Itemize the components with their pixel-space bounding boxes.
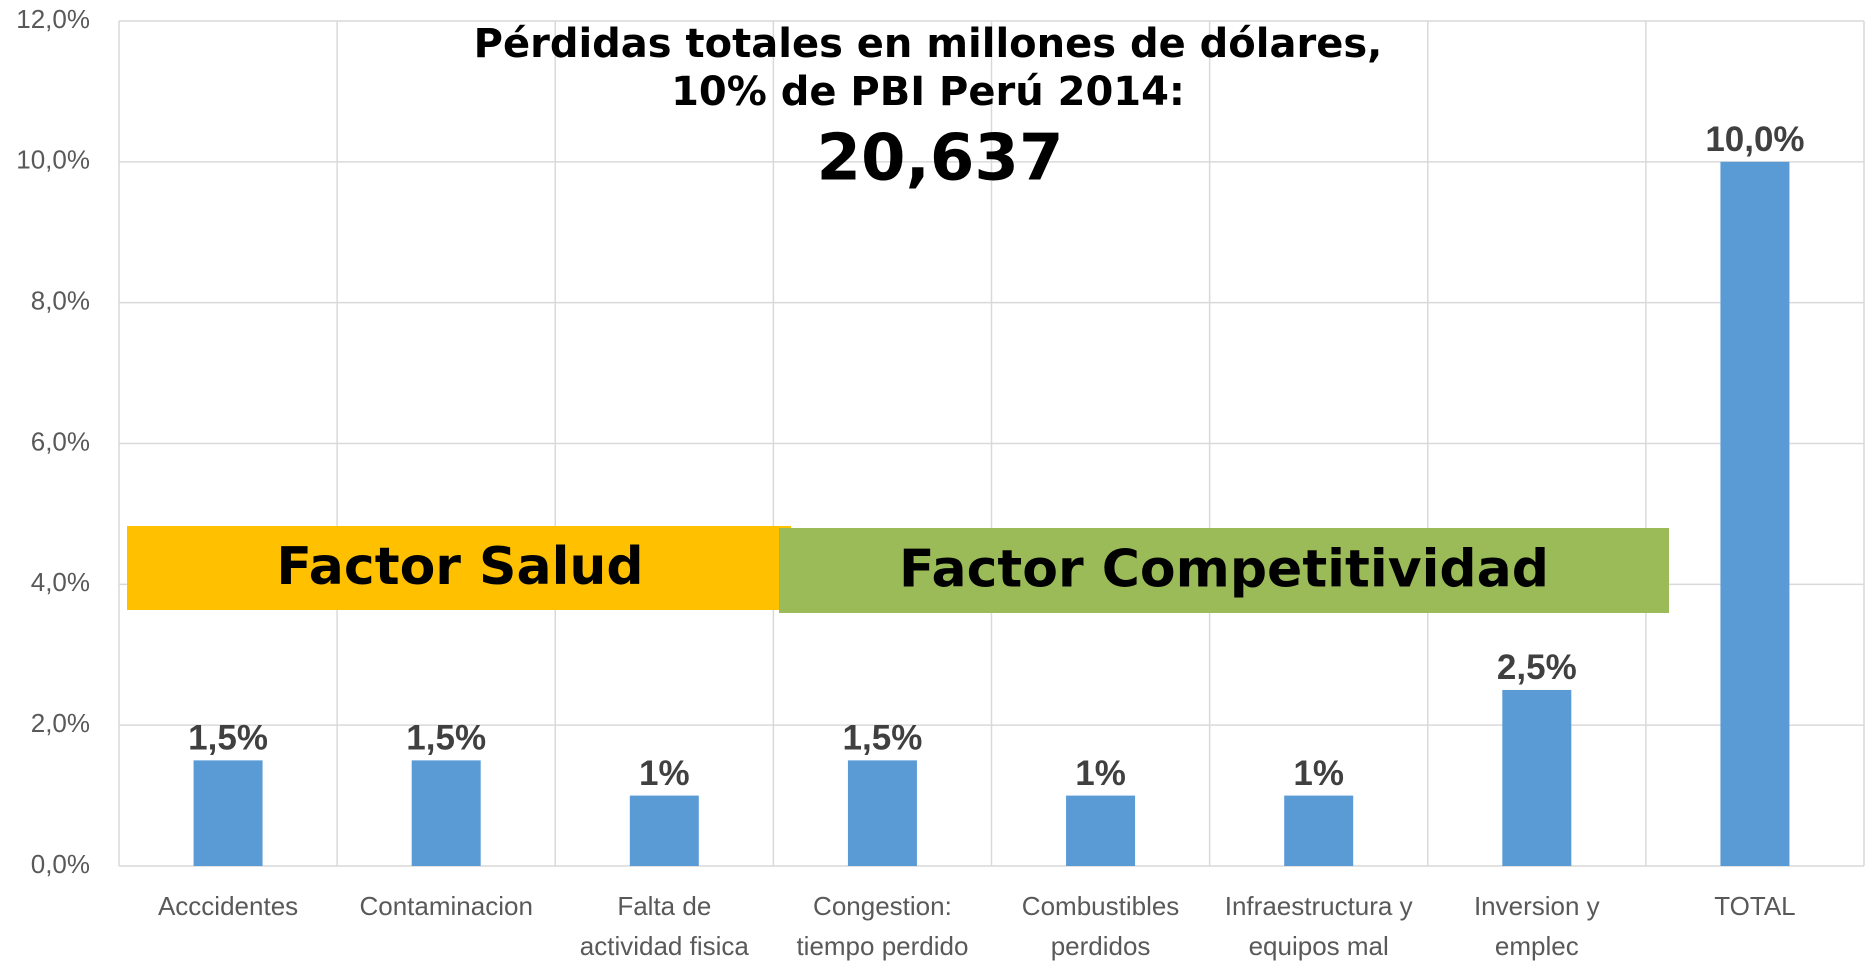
chart-title: 10% de PBI Perú 2014: [671, 69, 1185, 115]
x-tick-label: Falta de [617, 891, 711, 921]
y-tick-label: 4,0% [31, 567, 90, 597]
x-tick-label: perdidos [1051, 931, 1151, 961]
value-label: 1,5% [406, 719, 486, 758]
chart-title: Pérdidas totales en millones de dólares, [474, 21, 1383, 67]
y-tick-label: 10,0% [16, 145, 90, 175]
x-tick-label: Combustibles [1022, 891, 1180, 921]
value-label: 1% [639, 754, 690, 793]
factor-box [127, 526, 791, 610]
bar [193, 760, 263, 866]
bar [411, 760, 481, 866]
x-tick-label: Inversion y [1474, 891, 1600, 921]
value-label: 1,5% [843, 719, 923, 758]
value-label: 1,5% [188, 719, 268, 758]
bar [1502, 689, 1572, 866]
y-tick-label: 12,0% [16, 4, 90, 34]
plot: 0,0% 2,0% 4,0% 6,0% 8,0% 10,0% 12,0% Acccidente… [16, 4, 1865, 961]
bar [1066, 795, 1136, 866]
factor-box [779, 528, 1669, 613]
bar [629, 795, 699, 866]
y-tick-label: 2,0% [31, 708, 90, 738]
value-label: 1% [1075, 754, 1126, 793]
bar [847, 760, 917, 866]
factor-label: Factor Salud [276, 537, 643, 597]
chart-total: 20,637 [817, 122, 1064, 196]
factor-label: Factor Competitividad [899, 540, 1549, 600]
x-tick-label: Contaminacion [359, 891, 532, 921]
bar [1720, 161, 1790, 867]
x-tick-label: equipos mal [1249, 931, 1389, 961]
value-label: 10,0% [1705, 120, 1804, 159]
x-tick-label: TOTAL [1714, 891, 1795, 921]
value-label: 2,5% [1497, 648, 1577, 687]
x-tick-label: actividad fisica [580, 931, 750, 961]
x-tick-label: Infraestructura y [1225, 891, 1413, 921]
bar [1284, 795, 1354, 866]
value-label: 1% [1293, 754, 1344, 793]
x-tick-label: tiempo perdido [796, 931, 968, 961]
y-tick-label: 6,0% [31, 426, 90, 456]
x-tick-label: emplec [1495, 931, 1579, 961]
y-tick-label: 8,0% [31, 286, 90, 316]
x-tick-label: Acccidentes [158, 891, 298, 921]
y-tick-label: 0,0% [31, 849, 90, 879]
x-tick-label: Congestion: [813, 891, 952, 921]
